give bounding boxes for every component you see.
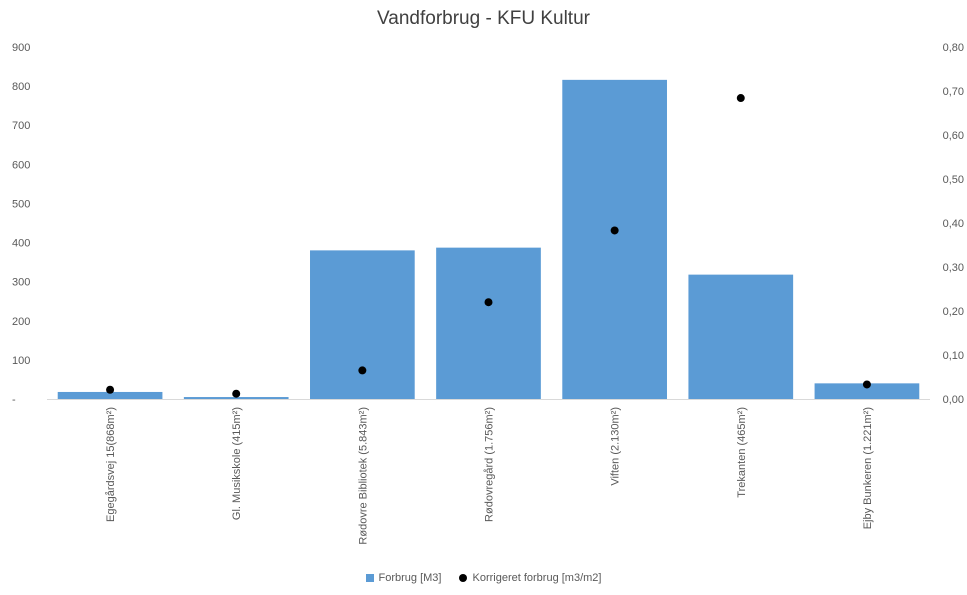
y-left-tick-label: 900 [12, 42, 30, 54]
x-category-label: Trekanten (465m²) [736, 407, 748, 498]
y-left-tick-label: 600 [12, 159, 30, 171]
legend-swatch-dot [459, 574, 468, 582]
y-left-tick-label: - [12, 394, 16, 406]
legend-item-korrigeret: Korrigeret forbrug [m3/m2] [459, 572, 601, 584]
y-left-tick-label: 700 [12, 120, 30, 132]
x-category-label: Viften (2.130m²) [610, 407, 622, 486]
data-point [736, 94, 745, 103]
data-point [232, 389, 241, 398]
bar [814, 383, 920, 399]
x-category-label: Rødovre Bibliotek (5.843m²) [357, 407, 369, 545]
y-left-tick-label: 400 [12, 238, 30, 250]
bar [436, 247, 541, 399]
legend-label-korrigeret: Korrigeret forbrug [m3/m2] [472, 572, 602, 584]
x-category-label: Gl. Musikskole (415m²) [231, 407, 243, 520]
legend-label-forbrug: Forbrug [M3] [378, 572, 442, 584]
data-point [610, 226, 619, 235]
y-right-tick-label: 0,50 [943, 174, 964, 186]
bar [310, 250, 415, 399]
bar [183, 397, 289, 399]
y-right-tick-label: 0,40 [943, 218, 964, 230]
x-category-label: Ejby Bunkeren (1.221m²) [862, 407, 874, 529]
bar [57, 391, 163, 399]
legend: Forbrug [M3] Korrigeret forbrug [m3/m2] [0, 572, 967, 584]
data-point [484, 298, 493, 307]
bar [688, 274, 794, 399]
y-right-tick-label: 0,30 [943, 262, 964, 274]
bar [562, 79, 667, 399]
y-right-tick-label: 0,20 [943, 306, 964, 318]
data-point [358, 366, 367, 375]
y-right-tick-label: 0,10 [943, 350, 964, 362]
y-left-tick-label: 500 [12, 198, 30, 210]
y-left-tick-label: 200 [12, 316, 30, 328]
y-right-tick-label: 0,70 [943, 86, 964, 98]
chart-title: Vandforbrug - KFU Kultur [377, 8, 590, 29]
y-left-tick-label: 100 [12, 355, 30, 367]
y-right-tick-label: 0,60 [943, 130, 964, 142]
data-point [862, 380, 871, 389]
y-left-tick-label: 300 [12, 277, 30, 289]
y-right-tick-label: 0,00 [943, 394, 964, 406]
x-category-label: Rødovregård (1.756m²) [484, 407, 496, 522]
legend-swatch-bar [365, 574, 374, 582]
y-right-tick-label: 0,80 [943, 42, 964, 54]
legend-item-forbrug: Forbrug [M3] [365, 572, 442, 584]
y-left-tick-label: 800 [12, 81, 30, 93]
data-point [106, 385, 115, 394]
x-category-label: Egegårdsvej 15(868m²) [105, 407, 117, 522]
